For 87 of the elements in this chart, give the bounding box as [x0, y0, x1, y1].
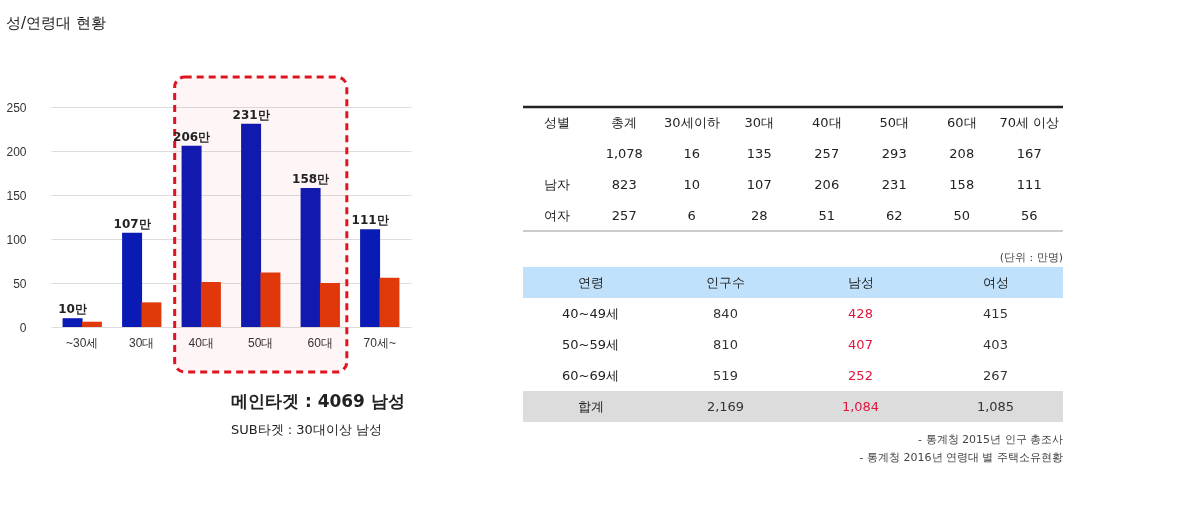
y-tick-label: 100	[6, 232, 27, 247]
bar	[181, 145, 202, 327]
x-tick-label: 총계	[611, 114, 638, 130]
y-axis-title: 성별	[543, 114, 570, 130]
x-tick-label: 40대	[188, 335, 214, 350]
bar	[62, 318, 83, 327]
bar	[141, 302, 162, 327]
y-tick-label: 40~49세	[562, 305, 619, 321]
y-tick-label: 합계	[577, 398, 604, 414]
bar	[200, 282, 221, 327]
bar	[319, 283, 340, 327]
x-tick-label: 70세~	[363, 335, 396, 350]
data-label: 28	[750, 207, 768, 223]
y-tick-label: 150	[6, 188, 27, 203]
data-label: 231	[881, 176, 907, 192]
x-tick-label: 60대	[946, 114, 977, 130]
y-tick-label: 남자	[543, 176, 570, 192]
x-tick-label: 60대	[307, 335, 333, 350]
data-label: 206만	[173, 129, 211, 144]
data-label: 293	[881, 145, 907, 161]
x-tick-label: 40대	[811, 114, 842, 130]
y-tick-label: 0	[19, 320, 27, 335]
x-tick-label: ~30세	[66, 335, 99, 350]
data-label: 415	[983, 305, 1008, 321]
data-label: 231만	[232, 107, 270, 122]
data-label: 823	[611, 176, 637, 192]
bar	[241, 123, 262, 327]
data-label: 428	[848, 305, 873, 321]
y-tick-label: 50~59세	[562, 336, 619, 352]
y-axis-title: 연령	[577, 274, 604, 290]
data-label: 1,078	[605, 145, 643, 161]
chart-subtitle: (단위 : 만명)	[999, 251, 1063, 264]
data-label: 403	[983, 336, 1008, 352]
x-tick-label: 50대	[879, 114, 910, 130]
data-label: 56	[1020, 207, 1038, 223]
data-label: 208	[949, 145, 975, 161]
data-label: 407	[848, 336, 873, 352]
text: 메인타겟 : 4069 남성	[231, 391, 405, 411]
x-tick-label: 30세이하	[663, 114, 720, 130]
data-label: 50	[953, 207, 971, 223]
x-tick-label: 여성	[982, 274, 1009, 290]
bar	[360, 229, 381, 327]
data-label: 16	[683, 145, 701, 161]
data-label: 111만	[351, 213, 389, 228]
bar	[379, 277, 400, 327]
bar	[260, 272, 281, 327]
data-label: 257	[611, 207, 637, 223]
data-label: 267	[983, 367, 1008, 383]
data-label: 10만	[58, 302, 87, 317]
y-tick-label: 여자	[543, 207, 570, 223]
y-tick-label: 250	[6, 100, 27, 115]
data-label: 107	[746, 176, 772, 192]
text: SUB타겟 : 30대이상 남성	[231, 422, 383, 437]
data-label: 257	[814, 145, 840, 161]
chart-title: 성/연령대 현황	[5, 13, 106, 32]
data-label: 1,085	[976, 398, 1015, 414]
data-label: 111	[1016, 176, 1042, 192]
x-tick-label: 70세 이상	[999, 114, 1060, 130]
data-label: 10	[683, 176, 701, 192]
y-tick-label: 200	[6, 144, 27, 159]
data-label: 167	[1016, 145, 1042, 161]
x-tick-label: 남성	[847, 274, 874, 290]
data-label: 158만	[292, 171, 330, 186]
bar	[81, 321, 102, 327]
data-label: 840	[713, 305, 738, 321]
data-label: 519	[713, 367, 738, 383]
data-label: 62	[885, 207, 903, 223]
data-label: 135	[746, 145, 772, 161]
bar	[122, 232, 143, 327]
data-label: 158	[949, 176, 975, 192]
data-label: 1,084	[841, 398, 880, 414]
data-label: 6	[687, 207, 696, 223]
data-label: 252	[848, 367, 873, 383]
y-tick-label: 60~69세	[562, 367, 619, 383]
data-label: 2,169	[706, 398, 745, 414]
data-label: 51	[818, 207, 836, 223]
x-tick-label: 50대	[248, 335, 274, 350]
data-label: 107만	[113, 216, 151, 231]
x-tick-label: 인구수	[706, 274, 745, 290]
data-label: 206	[814, 176, 840, 192]
text: - 통계청 2016년 연령대 별 주택소유현황	[859, 451, 1063, 464]
y-tick-label: 50	[13, 276, 27, 291]
x-tick-label: 30대	[744, 114, 775, 130]
x-tick-label: 30대	[129, 335, 155, 350]
text: - 통계청 2015년 인구 총조사	[918, 433, 1063, 446]
data-label: 810	[713, 336, 738, 352]
bar	[300, 187, 321, 327]
